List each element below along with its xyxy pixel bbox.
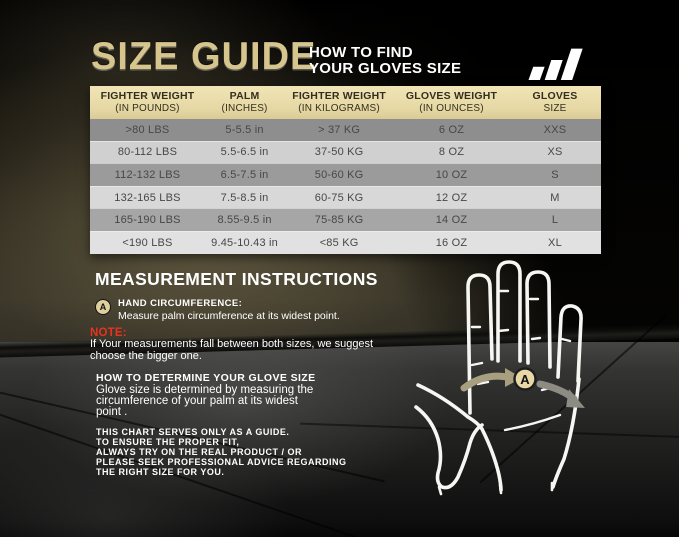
wrist-left-tick [498,483,503,495]
column-header-palm-inches: PALM (INCHES) [221,90,268,114]
thumb-web-line [416,383,470,419]
pinky-finger-outline [556,304,583,383]
table-row: 132-165 LBS 7.5-8.5 in 60-75 KG 12 OZ M [90,185,601,209]
hand-outline-illustration: A [414,260,585,496]
cell-gloves-weight-oz: 6 OZ [438,123,465,136]
ring-finger-outline [525,270,552,369]
marker-a-on-palm: A [513,367,537,391]
adidas-logo-icon [528,48,583,80]
table-row: 112-132 LBS 6.5-7.5 in 50-60 KG 10 OZ S [90,163,601,186]
cell-palm-inches: 5.5-6.5 in [220,146,269,159]
table-row: 165-190 LBS 8.55-9.5 in 75-85 KG 14 OZ L [90,208,601,231]
disclaimer-line5: THE RIGHT SIZE FOR YOU. [96,467,225,478]
how-to-determine-line1: Glove size is determined by measuring th… [96,384,314,396]
index-finger-outline [466,273,494,415]
hand-circumference-item: A HAND CIRCUMFERENCE: Measure palm circu… [95,298,390,322]
disclaimer-line4: PLEASE SEEK PROFESSIONAL ADVICE REGARDIN… [96,457,347,468]
table-row: 80-112 LBS 5.5-6.5 in 37-50 KG 8 OZ XS [90,140,601,164]
thumb-tip-tick [437,485,443,496]
cell-palm-inches: 9.45-10.43 in [211,236,278,249]
measurement-instructions-title: MEASUREMENT INSTRUCTIONS [95,269,378,289]
cell-fighter-weight-pounds: 112-132 LBS [114,168,181,181]
note-text-line2: choose the bigger one. [90,349,202,362]
cell-fighter-weight-pounds: >80 LBS [125,123,170,136]
hand-circumference-text: Measure palm circumference at its widest… [118,310,340,322]
cell-gloves-weight-oz: 14 OZ [435,214,468,227]
cell-fighter-weight-kg: 50-60 KG [314,168,364,181]
cell-gloves-size: XS [547,146,563,159]
cell-palm-inches: 7.5-8.5 in [220,191,269,204]
note-label: NOTE: [90,327,127,339]
cell-gloves-weight-oz: 16 OZ [435,236,468,249]
column-header-fighter-weight-pounds: FIGHTER WEIGHT (IN POUNDS) [100,90,195,114]
cell-gloves-size: XL [548,236,562,249]
background-floor [0,342,679,537]
how-to-determine-line3: point . [96,405,128,418]
disclaimer-line1: THIS CHART SERVES ONLY AS A GUIDE. [96,427,290,438]
cell-fighter-weight-pounds: <190 LBS [122,236,173,249]
disclaimer-line3: ALWAYS TRY ON THE REAL PRODUCT / OR [96,447,303,458]
table-row: >80 LBS 5-5.5 in > 37 KG 6 OZ XXS [90,119,601,141]
cell-gloves-weight-oz: 10 OZ [435,168,468,181]
cell-gloves-size: S [551,168,559,181]
table-row: <190 LBS 9.45-10.43 in <85 KG 16 OZ XL [90,230,601,254]
disclaimer-block: THIS CHART SERVES ONLY AS A GUIDE. TO EN… [96,427,390,477]
cell-palm-inches: 5-5.5 in [225,123,264,136]
how-to-determine-title: HOW TO DETERMINE YOUR GLOVE SIZE [96,372,316,384]
cell-fighter-weight-kg: 37-50 KG [314,146,364,159]
cell-fighter-weight-kg: 75-85 KG [314,214,364,227]
column-header-gloves-size: GLOVES SIZE [532,90,578,114]
disclaimer-line2: TO ENSURE THE PROPER FIT, [96,437,240,448]
marker-a-letter: A [520,372,530,387]
cell-fighter-weight-pounds: 132-165 LBS [114,191,181,204]
page-title: SIZE GUIDE [91,35,317,79]
hand-circumference-label: HAND CIRCUMFERENCE: [118,298,243,309]
measure-arrow-left [460,368,522,392]
note-text-line1: If Your measurements fall between both s… [90,338,374,350]
cell-palm-inches: 8.55-9.5 in [217,214,272,227]
cell-fighter-weight-kg: <85 KG [319,236,359,249]
marker-a-badge-icon: A [95,299,111,315]
cell-fighter-weight-kg: 60-75 KG [314,191,364,204]
page-subtitle-line2: YOUR GLOVES SIZE [309,59,462,77]
cell-fighter-weight-pounds: 165-190 LBS [114,214,181,227]
size-table: FIGHTER WEIGHT (IN POUNDS) PALM (INCHES)… [90,86,601,254]
hand-circumference-body: HAND CIRCUMFERENCE: Measure palm circumf… [118,298,340,322]
measure-arrow-right [536,380,585,408]
how-to-determine-line2: circumference of your palm at its widest [96,394,298,407]
cell-gloves-size: M [550,191,560,204]
page-subtitle-line1: HOW TO FIND [309,44,413,61]
cell-fighter-weight-kg: > 37 KG [318,123,361,136]
cell-gloves-weight-oz: 8 OZ [438,146,465,159]
cell-fighter-weight-pounds: 80-112 LBS [117,146,178,159]
column-header-gloves-weight-ounces: GLOVES WEIGHT (IN OUNCES) [405,90,498,114]
middle-finger-outline [496,260,522,363]
cell-gloves-size: L [551,214,559,227]
cell-gloves-weight-oz: 12 OZ [435,191,468,204]
column-header-fighter-weight-kilograms: FIGHTER WEIGHT (IN KILOGRAMS) [292,90,386,114]
cell-palm-inches: 6.5-7.5 in [220,168,269,181]
palm-left-edge [466,415,503,492]
size-table-header-row: FIGHTER WEIGHT (IN POUNDS) PALM (INCHES)… [90,86,601,119]
cell-gloves-size: XXS [543,123,567,136]
measurement-instructions: MEASUREMENT INSTRUCTIONS A HAND CIRCUMFE… [90,269,390,477]
thumb-outline [414,405,484,490]
page-subtitle: HOW TO FIND YOUR GLOVES SIZE [309,45,461,76]
